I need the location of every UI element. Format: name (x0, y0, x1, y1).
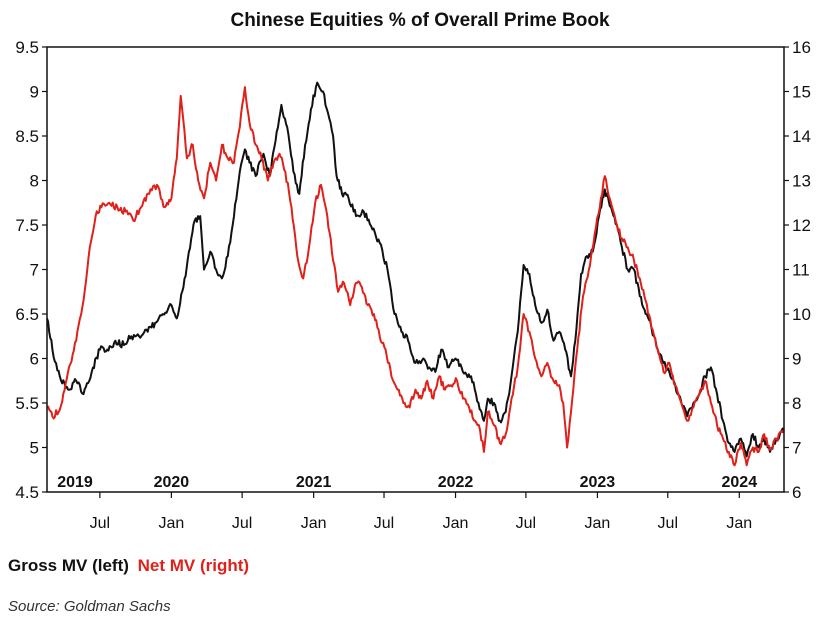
right-tick-label: 8 (792, 394, 801, 413)
right-tick-label: 13 (792, 172, 811, 191)
x-tick-label: Jul (232, 515, 252, 532)
x-tick-label: Jul (658, 515, 678, 532)
gross-mv-line (46, 81, 785, 458)
x-tick-label: Jul (90, 515, 110, 532)
left-tick-label: 5 (30, 439, 39, 458)
right-tick-label: 10 (792, 305, 811, 324)
right-tick-label: 14 (792, 127, 811, 146)
x-tick-label: Jan (158, 515, 184, 532)
x-tick-label: Jul (516, 515, 536, 532)
year-label: 2024 (722, 474, 758, 491)
x-tick-label: Jan (585, 515, 611, 532)
left-tick-label: 4.5 (15, 483, 39, 502)
year-label: 2023 (580, 474, 616, 491)
right-tick-label: 16 (792, 38, 811, 57)
net-mv-line (46, 86, 785, 467)
year-label: 2022 (438, 474, 474, 491)
left-tick-label: 7.5 (15, 216, 39, 235)
left-tick-label: 9.5 (15, 38, 39, 57)
left-tick-label: 6.5 (15, 305, 39, 324)
x-tick-label: Jan (443, 515, 469, 532)
left-tick-label: 5.5 (15, 394, 39, 413)
year-label: 2019 (57, 474, 93, 491)
legend: Gross MV (left) Net MV (right) (8, 556, 249, 576)
right-tick-label: 6 (792, 483, 801, 502)
right-tick-label: 12 (792, 216, 811, 235)
legend-gross-mv: Gross MV (left) (8, 556, 129, 575)
plot-area (46, 81, 785, 467)
chart-title: Chinese Equities % of Overall Prime Book (230, 10, 609, 31)
left-tick-label: 9 (30, 83, 39, 102)
year-label: 2020 (154, 474, 190, 491)
source-note: Source: Goldman Sachs (8, 598, 171, 615)
left-tick-label: 6 (30, 350, 39, 369)
plot-frame (46, 46, 785, 493)
right-tick-label: 15 (792, 83, 811, 102)
x-tick-label: Jan (726, 515, 752, 532)
right-tick-label: 9 (792, 350, 801, 369)
x-axis: Jul Jan Jul Jan Jul Jan Jul Jan Jul Jan 2019 2020 20… (57, 474, 757, 532)
left-tick-label: 8 (30, 172, 39, 191)
legend-net-mv: Net MV (right) (137, 556, 250, 575)
left-tick-label: 7 (30, 261, 39, 280)
year-label: 2021 (296, 474, 332, 491)
x-tick-label: Jan (301, 515, 327, 532)
right-axis: 6 7 8 9 10 11 12 13 14 15 16 (784, 38, 811, 502)
right-tick-label: 7 (792, 439, 801, 458)
left-tick-label: 8.5 (15, 127, 39, 146)
left-axis: 4.5 5 5.5 6 6.5 7 7.5 8 8.5 9 9.5 (15, 38, 47, 502)
right-tick-label: 11 (792, 261, 810, 280)
x-tick-label: Jul (374, 515, 394, 532)
